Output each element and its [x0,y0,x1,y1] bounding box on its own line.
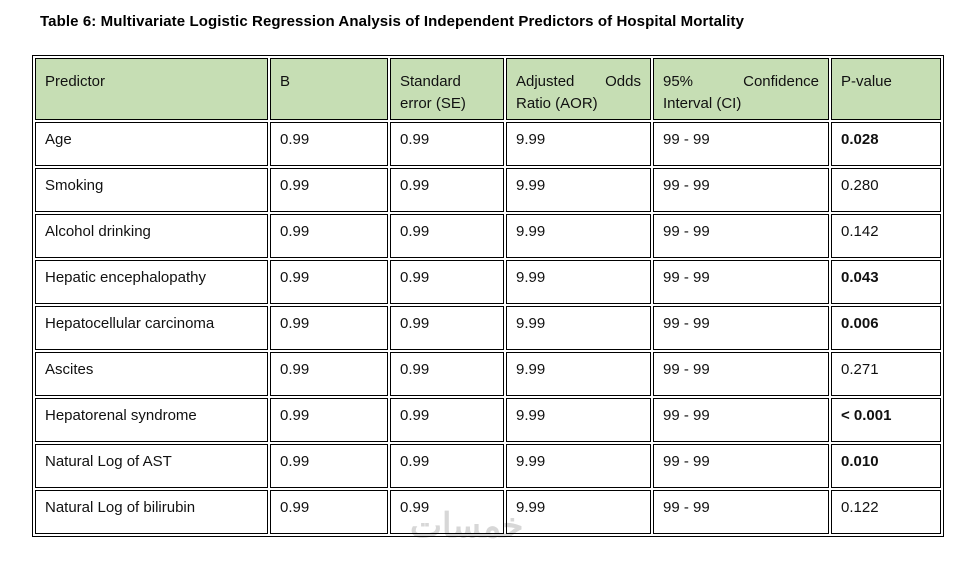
table-row: Hepatic encephalopathy 0.99 0.99 9.99 99 - 9… [35,260,941,304]
se-cell: 0.99 [390,306,504,350]
ci-cell: 99 - 99 [653,260,829,304]
predictor-cell: Hepatocellular carcinoma [35,306,268,350]
aor-cell: 9.99 [506,398,651,442]
col-header-pvalue: P-value [831,58,941,120]
aor-cell: 9.99 [506,306,651,350]
p-value-cell: 0.028 [831,122,941,166]
b-cell: 0.99 [270,490,388,534]
b-cell: 0.99 [270,214,388,258]
predictor-cell: Hepatic encephalopathy [35,260,268,304]
ci-cell: 99 - 99 [653,122,829,166]
b-cell: 0.99 [270,168,388,212]
ci-cell: 99 - 99 [653,214,829,258]
predictor-cell: Alcohol drinking [35,214,268,258]
col-header-aor: Adjusted Odds Ratio (AOR) [506,58,651,120]
table-row: Natural Log of AST 0.99 0.99 9.99 99 - 99 0.0… [35,444,941,488]
predictor-cell: Natural Log of bilirubin [35,490,268,534]
predictor-cell: Natural Log of AST [35,444,268,488]
p-value-cell: 0.043 [831,260,941,304]
ci-cell: 99 - 99 [653,306,829,350]
p-value-cell: < 0.001 [831,398,941,442]
b-cell: 0.99 [270,398,388,442]
table-row: Hepatorenal syndrome 0.99 0.99 9.99 99 - 99 <… [35,398,941,442]
p-value-cell: 0.006 [831,306,941,350]
p-value-cell: 0.122 [831,490,941,534]
aor-cell: 9.99 [506,490,651,534]
se-cell: 0.99 [390,398,504,442]
aor-cell: 9.99 [506,122,651,166]
col-header-b: B [270,58,388,120]
p-value-cell: 0.271 [831,352,941,396]
predictor-cell: Age [35,122,268,166]
se-cell: 0.99 [390,260,504,304]
aor-cell: 9.99 [506,260,651,304]
table-row: Natural Log of bilirubin 0.99 0.99 9.99 99 -… [35,490,941,534]
header-row: Predictor B Standard error (SE) Adjusted… [35,58,941,120]
table-row: Alcohol drinking 0.99 0.99 9.99 99 - 99 0.142 [35,214,941,258]
table-row: Ascites 0.99 0.99 9.99 99 - 99 0.271 [35,352,941,396]
col-header-se: Standard error (SE) [390,58,504,120]
aor-cell: 9.99 [506,214,651,258]
col-header-ci: 95% Confidence Interval (CI) [653,58,829,120]
p-value-cell: 0.010 [831,444,941,488]
predictor-cell: Hepatorenal syndrome [35,398,268,442]
p-value-cell: 0.142 [831,214,941,258]
ci-cell: 99 - 99 [653,168,829,212]
ci-cell: 99 - 99 [653,352,829,396]
table-row: Age 0.99 0.99 9.99 99 - 99 0.028 [35,122,941,166]
predictor-cell: Smoking [35,168,268,212]
b-cell: 0.99 [270,444,388,488]
ci-cell: 99 - 99 [653,444,829,488]
se-cell: 0.99 [390,214,504,258]
table-row: Smoking 0.99 0.99 9.99 99 - 99 0.280 [35,168,941,212]
b-cell: 0.99 [270,122,388,166]
aor-cell: 9.99 [506,352,651,396]
predictor-cell: Ascites [35,352,268,396]
aor-cell: 9.99 [506,168,651,212]
col-header-predictor: Predictor [35,58,268,120]
p-value-cell: 0.280 [831,168,941,212]
regression-table: Predictor B Standard error (SE) Adjusted… [32,55,944,537]
se-cell: 0.99 [390,168,504,212]
b-cell: 0.99 [270,260,388,304]
se-cell: 0.99 [390,352,504,396]
ci-cell: 99 - 99 [653,398,829,442]
se-cell: 0.99 [390,122,504,166]
b-cell: 0.99 [270,352,388,396]
aor-cell: 9.99 [506,444,651,488]
ci-cell: 99 - 99 [653,490,829,534]
se-cell: 0.99 [390,444,504,488]
b-cell: 0.99 [270,306,388,350]
table-caption: Table 6: Multivariate Logistic Regressio… [40,13,745,30]
se-cell: 0.99 [390,490,504,534]
table-row: Hepatocellular carcinoma 0.99 0.99 9.99 99 -… [35,306,941,350]
